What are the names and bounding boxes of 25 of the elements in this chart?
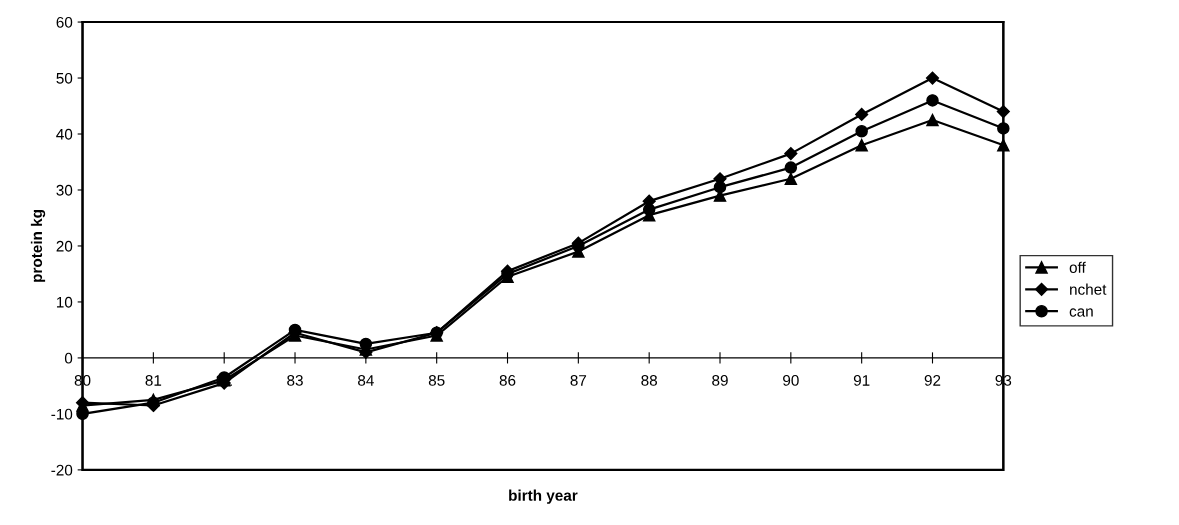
legend-label: nchet [1070, 283, 1107, 295]
y-tick-label: 60 [56, 16, 73, 28]
y-tick-label: 10 [56, 296, 73, 308]
x-tick-label: 90 [783, 374, 799, 386]
x-tick-label: 87 [570, 374, 587, 386]
y-tick-label: 40 [56, 128, 73, 140]
y-tick-label: 20 [56, 240, 73, 252]
legend-label: can [1069, 308, 1093, 317]
x-tick-label: 86 [499, 374, 516, 386]
x-tick-label: 88 [641, 374, 658, 386]
y-tick-label: 50 [56, 72, 73, 84]
y-tick-label: 0 [64, 352, 73, 364]
legend-label: off [1069, 261, 1086, 273]
x-tick-label: 92 [924, 374, 941, 386]
x-tick-label: 91 [853, 374, 870, 386]
x-tick-label: 89 [712, 374, 728, 386]
x-tick-label: 81 [145, 374, 162, 386]
x-tick-label: 84 [358, 374, 374, 386]
x-tick-label: 83 [287, 374, 303, 386]
y-axis-title: protein kg [30, 210, 46, 282]
y-tick-label: -10 [51, 408, 73, 420]
x-axis-title: birth year [509, 489, 578, 504]
y-tick-label: 30 [56, 184, 73, 196]
y-tick-label: -20 [51, 464, 73, 476]
x-tick-label: 85 [428, 374, 445, 386]
